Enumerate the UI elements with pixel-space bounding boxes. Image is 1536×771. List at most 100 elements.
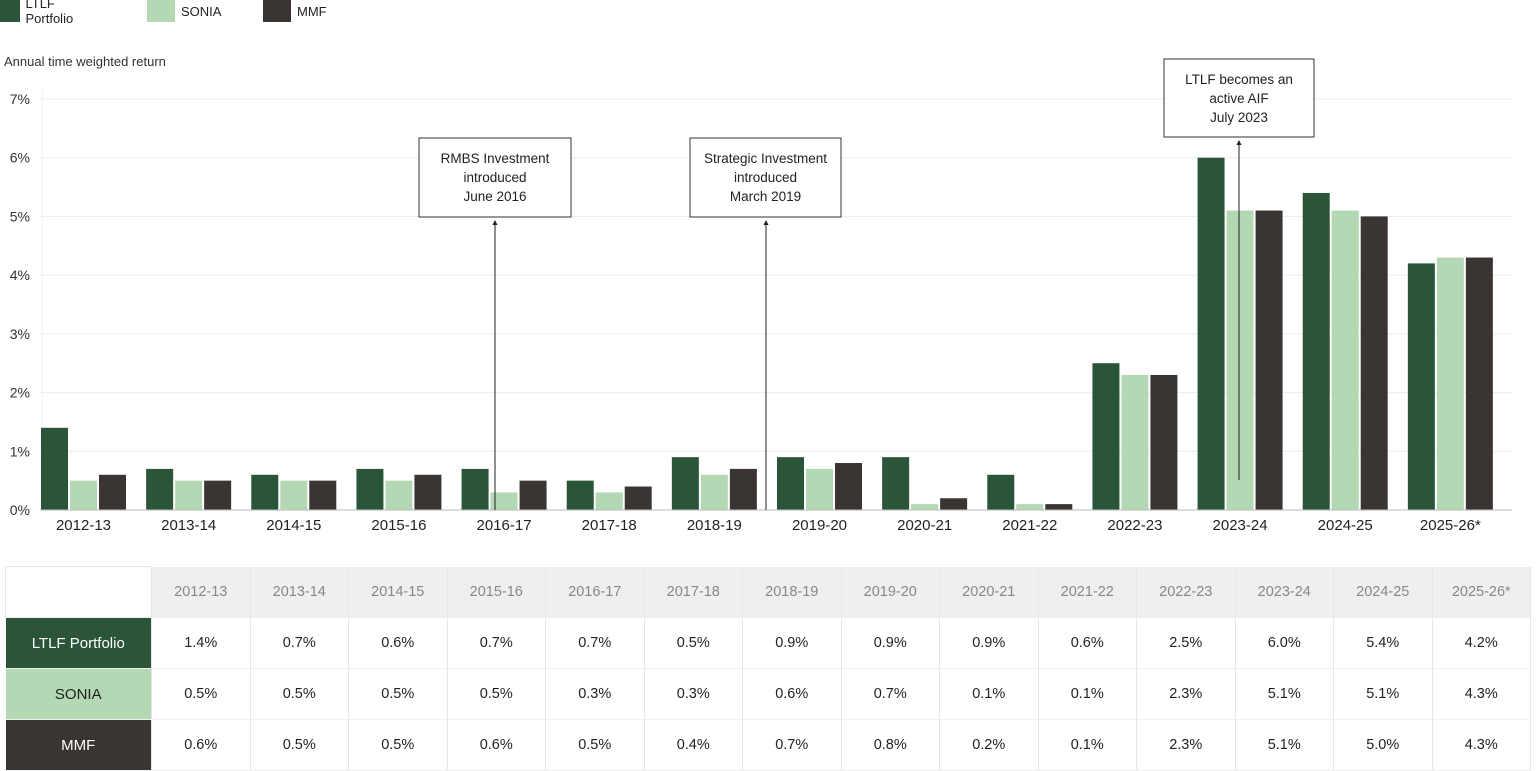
table-cell: 0.5% xyxy=(250,668,349,720)
table-row-mmf: MMF 0.6% 0.5% 0.5% 0.6% 0.5% 0.4% 0.7% 0… xyxy=(5,719,1531,771)
table-cell: 0.1% xyxy=(1038,719,1137,771)
legend-label-mmf: MMF xyxy=(297,3,327,19)
y-tick-label: 3% xyxy=(10,326,30,342)
table-cell: 0.6% xyxy=(348,617,448,669)
annotation-text: active AIF xyxy=(1209,91,1268,106)
annotations: RMBS Investment introduced June 2016 Strate… xyxy=(418,58,1315,510)
y-axis-label: Annual time weighted return xyxy=(4,54,166,69)
y-tick-label: 2% xyxy=(10,385,30,401)
table-cell: 6.0% xyxy=(1235,617,1334,669)
table-cell: 5.4% xyxy=(1333,617,1433,669)
annotation-text: June 2016 xyxy=(463,189,526,204)
x-tick-label: 2013-14 xyxy=(161,517,216,534)
bar xyxy=(1121,374,1149,510)
bar xyxy=(1226,210,1254,511)
table-header-cell: 2017-18 xyxy=(644,566,743,618)
table-cell: 0.6% xyxy=(742,668,842,720)
table-header-cell: 2012-13 xyxy=(151,566,251,618)
table-cell: 5.0% xyxy=(1333,719,1433,771)
table-cell: 0.7% xyxy=(447,617,546,669)
bar xyxy=(940,498,968,510)
table-cell: 4.3% xyxy=(1432,668,1531,720)
table-cell: 0.6% xyxy=(1038,617,1137,669)
annotation-text: March 2019 xyxy=(730,189,801,204)
table-cell: 0.1% xyxy=(939,668,1039,720)
bar xyxy=(624,486,652,510)
bar xyxy=(461,468,489,510)
table-cell: 2.3% xyxy=(1136,719,1236,771)
bar xyxy=(251,474,279,510)
y-tick-label: 1% xyxy=(10,443,30,459)
y-tick-label: 6% xyxy=(10,150,30,166)
table-cell: 0.6% xyxy=(151,719,251,771)
bar xyxy=(1016,504,1044,510)
legend-item-sonia: SONIA xyxy=(147,0,221,22)
legend-swatch-ltlf xyxy=(0,0,20,22)
annotation-text: introduced xyxy=(463,170,526,185)
bar xyxy=(146,468,174,510)
table-header-row: 2012-13 2013-14 2014-15 2015-16 2016-17 … xyxy=(5,566,1531,618)
table-cell: 4.3% xyxy=(1432,719,1531,771)
table-cell: 2.5% xyxy=(1136,617,1236,669)
annotation-text: LTLF becomes an xyxy=(1185,72,1293,87)
row-label-mmf: MMF xyxy=(5,719,152,771)
annotation-box xyxy=(1163,58,1315,138)
bar xyxy=(671,457,699,510)
y-tick-label: 4% xyxy=(10,267,30,283)
table-cell: 0.7% xyxy=(841,668,940,720)
bar xyxy=(204,480,232,510)
table-header-cell: 2021-22 xyxy=(1038,566,1137,618)
y-axis-ticks: 0% 1% 2% 3% 4% 5% 6% 7% xyxy=(10,91,30,518)
returns-table: 2012-13 2013-14 2014-15 2015-16 2016-17 … xyxy=(5,566,1531,771)
x-tick-label: 2020-21 xyxy=(897,517,952,534)
bar xyxy=(99,474,126,510)
annotation-box xyxy=(689,137,842,218)
table-cell: 0.5% xyxy=(250,719,349,771)
bar xyxy=(1465,257,1493,510)
table-cell: 0.9% xyxy=(742,617,842,669)
bar xyxy=(280,480,308,510)
bar xyxy=(882,457,910,510)
x-tick-label: 2018-19 xyxy=(687,517,742,534)
y-tick-label: 5% xyxy=(10,208,30,224)
bar xyxy=(1092,363,1120,510)
annotation-text: RMBS Investment xyxy=(441,151,550,166)
bar xyxy=(987,474,1015,510)
bar xyxy=(414,474,442,510)
bar xyxy=(1407,263,1435,510)
x-tick-label: 2017-18 xyxy=(582,517,637,534)
table-header-cell: 2016-17 xyxy=(545,566,645,618)
table-cell: 0.3% xyxy=(545,668,645,720)
table-cell: 0.3% xyxy=(644,668,743,720)
bar xyxy=(1436,257,1464,510)
annotation-arrowhead xyxy=(492,220,498,225)
table-cell: 0.7% xyxy=(545,617,645,669)
table-cell: 0.7% xyxy=(742,719,842,771)
bar-chart: Annual time weighted return 0% 1% 2% 3% 4% 5%… xyxy=(4,54,1512,534)
table-cell: 0.9% xyxy=(939,617,1039,669)
table-header-cell: 2023-24 xyxy=(1235,566,1334,618)
bar xyxy=(490,492,518,510)
table-header-cell: 2020-21 xyxy=(939,566,1039,618)
table-header-cell: 2018-19 xyxy=(742,566,842,618)
table-cell: 5.1% xyxy=(1333,668,1433,720)
bar xyxy=(835,463,862,510)
bar xyxy=(911,504,939,510)
bar xyxy=(595,492,623,510)
bar xyxy=(356,468,384,510)
table-cell: 0.6% xyxy=(447,719,546,771)
bar xyxy=(385,480,413,510)
annotation-arrowhead xyxy=(1236,140,1242,145)
legend-item-ltlf: LTLF Portfolio xyxy=(0,0,82,26)
table-cell: 0.7% xyxy=(250,617,349,669)
annotation-arrowhead xyxy=(763,220,769,225)
x-tick-label: 2012-13 xyxy=(56,517,111,534)
y-tick-label: 7% xyxy=(10,91,30,107)
bar xyxy=(1150,374,1178,510)
table-cell: 0.5% xyxy=(348,668,448,720)
x-tick-label: 2023-24 xyxy=(1213,517,1268,534)
bar xyxy=(566,480,594,510)
table-cell: 0.1% xyxy=(1038,668,1137,720)
legend-label-ltlf: LTLF Portfolio xyxy=(25,0,74,26)
x-axis-ticks: 2012-13 2013-14 2014-15 2015-16 2016-17 2017-… xyxy=(56,517,1481,534)
